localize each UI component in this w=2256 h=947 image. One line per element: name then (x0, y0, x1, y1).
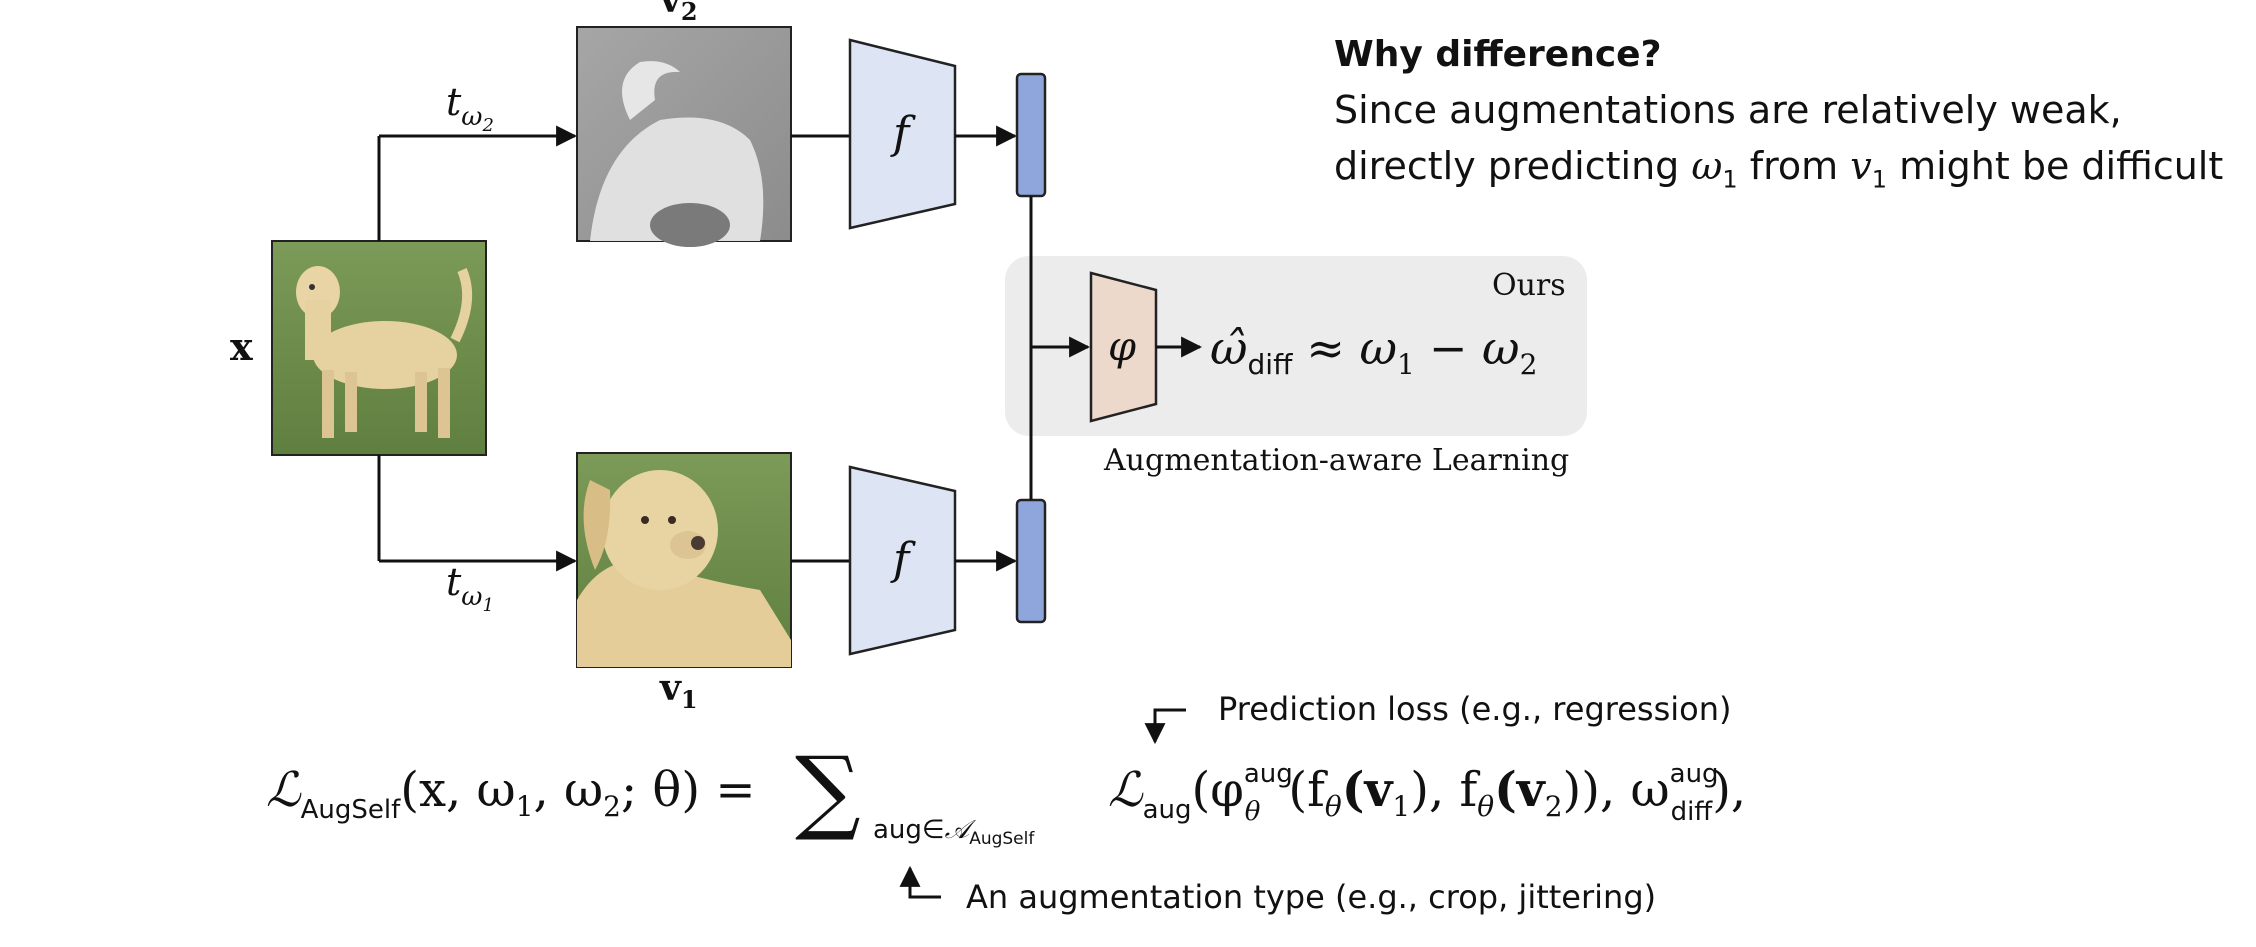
prediction-loss-note: Prediction loss (e.g., regression) (1218, 690, 1731, 728)
aug-aware-label: Augmentation-aware Learning (1103, 443, 1569, 478)
prediction-loss-pointer (1144, 708, 1186, 745)
phi-head (1089, 271, 1158, 423)
ours-label: Ours (1492, 268, 1566, 303)
why-difference-line1: Since augmentations are relatively weak, (1334, 88, 2122, 132)
aug-type-pointer (899, 865, 941, 899)
view-image-v1 (576, 452, 792, 668)
sum-subscript: aug∈𝒜AugSelf (873, 815, 1035, 849)
augmentation-loss-term: ℒaug(φaug θ (fθ(v1), fθ(v2)), ωaug diff), (1108, 759, 1746, 827)
input-image-x (271, 240, 487, 456)
why-difference-line2: directly predicting ω1 from v1 might be … (1334, 144, 2224, 194)
t-omega1-label: tω1 (446, 560, 494, 616)
feature-bottom (1015, 498, 1047, 624)
phi-label: φ (1108, 324, 1136, 370)
augself-loss-formula: ℒAugSelf(x, ω1, ω2; θ) = (266, 762, 756, 825)
v2-label: v2 (659, 0, 698, 26)
omega-diff-equation: ω̂diff ≈ ω1− ω2 (1210, 321, 1537, 381)
x-label: x (230, 324, 253, 369)
t-omega2-label: tω2 (446, 80, 494, 136)
feature-top (1015, 72, 1047, 198)
v1-label: v1 (659, 667, 698, 714)
aug-type-note: An augmentation type (e.g., crop, jitter… (966, 878, 1656, 916)
why-difference-title: Why difference? (1334, 34, 1662, 75)
encoder-bottom (848, 465, 957, 656)
sum-symbol: ∑ (795, 737, 861, 844)
encoder-top (848, 38, 957, 230)
view-image-v2 (576, 26, 792, 247)
